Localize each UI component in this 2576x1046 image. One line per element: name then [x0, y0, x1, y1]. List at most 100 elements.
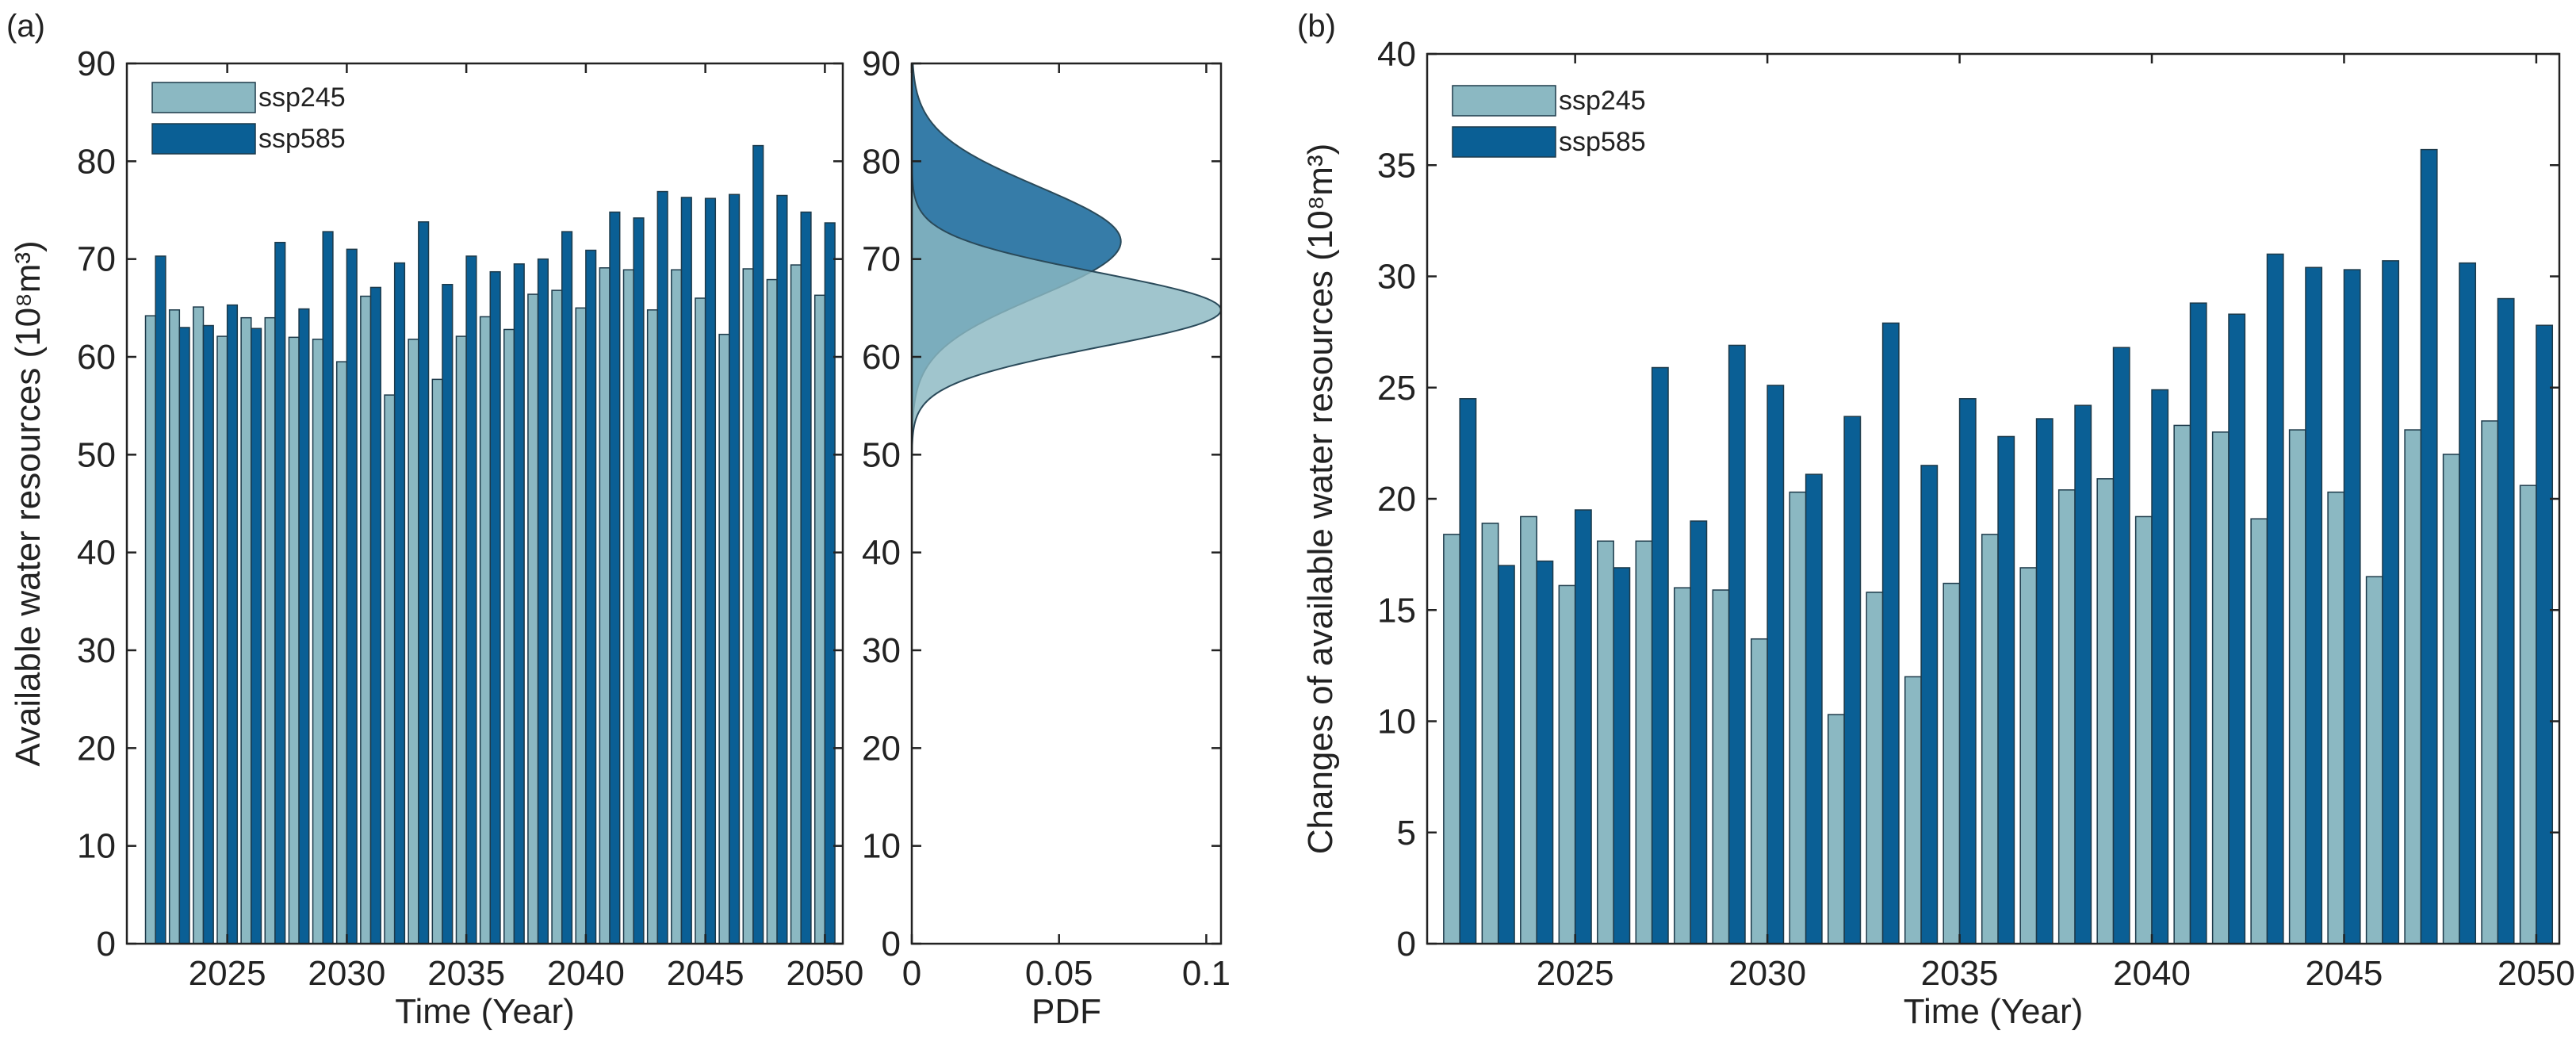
bar-ssp245-2042 [622, 269, 634, 944]
x-tick-label: 2045 [667, 954, 744, 993]
bar-ssp245-2048 [766, 278, 778, 944]
bar-ssp245-2045 [2327, 491, 2345, 944]
pdf-y-tick-label: 70 [862, 240, 901, 279]
bar-ssp585-2023 [178, 327, 190, 944]
bar-ssp585-2028 [1690, 520, 1708, 944]
bar-ssp245-2037 [2019, 567, 2038, 944]
bar-ssp585-2034 [442, 283, 454, 944]
bar-ssp245-2027 [264, 316, 276, 944]
bar-ssp585-2037 [513, 263, 525, 944]
bar-ssp585-2032 [1843, 416, 1862, 944]
bar-ssp245-2043 [646, 309, 659, 944]
bar-ssp585-2046 [729, 193, 741, 944]
y-tick-label: 0 [97, 925, 116, 964]
y-tick-label: 40 [77, 534, 116, 573]
legend-swatch-ssp245 [151, 82, 256, 113]
y-tick-label: 10 [1377, 703, 1416, 741]
bar-ssp245-2030 [335, 361, 348, 944]
bar-ssp245-2029 [312, 339, 323, 944]
bar-ssp245-2025 [216, 335, 228, 944]
bar-ssp585-2038 [2074, 404, 2092, 944]
bar-ssp245-2026 [1597, 540, 1614, 944]
bar-ssp585-2040 [585, 249, 597, 944]
legend-label-ssp245: ssp245 [1559, 86, 1646, 116]
bar-ssp585-2028 [298, 308, 310, 944]
bar-ssp585-2041 [609, 211, 621, 944]
pdf-x-axis-label: PDF [1032, 992, 1101, 1031]
bar-ssp585-2026 [1613, 567, 1631, 944]
y-tick-label: 30 [1377, 258, 1416, 297]
bar-ssp245-2023 [1481, 523, 1499, 944]
bar-ssp585-2030 [1766, 385, 1785, 944]
bar-ssp245-2049 [790, 264, 802, 944]
bar-ssp245-2038 [527, 293, 539, 944]
bar-ssp585-2024 [202, 324, 214, 944]
y-axis-label: Changes of available water resources (10… [1301, 144, 1340, 855]
pdf-y-tick-label: 50 [862, 435, 901, 474]
x-tick-label: 2030 [308, 954, 385, 993]
bar-ssp245-2050 [813, 294, 826, 944]
bar-ssp585-2049 [800, 211, 812, 944]
bar-ssp585-2024 [1536, 560, 1554, 944]
bar-ssp585-2036 [1997, 435, 2015, 944]
x-tick-label: 2025 [189, 954, 266, 993]
bar-ssp245-2022 [144, 315, 156, 944]
bar-ssp245-2031 [1789, 491, 1807, 944]
bar-ssp585-2025 [226, 304, 239, 944]
bar-ssp245-2039 [2096, 478, 2115, 944]
bar-ssp245-2022 [1443, 534, 1460, 944]
bar-ssp245-2048 [2442, 454, 2460, 944]
bar-ssp245-2047 [742, 268, 754, 944]
bar-ssp245-2038 [2057, 489, 2076, 944]
pdf-y-tick-label: 30 [862, 631, 901, 670]
bar-ssp585-2049 [2497, 297, 2515, 944]
bar-ssp585-2031 [369, 286, 381, 944]
bar-ssp245-2044 [2288, 429, 2306, 944]
bar-ssp245-2027 [1635, 540, 1653, 944]
bar-ssp585-2033 [1881, 322, 1900, 944]
bar-ssp245-2050 [2519, 485, 2537, 944]
bar-ssp245-2033 [408, 339, 419, 944]
bar-ssp245-2043 [2250, 518, 2268, 944]
plot-frame [125, 62, 844, 945]
y-tick-label: 60 [77, 338, 116, 377]
y-tick-label: 30 [77, 631, 116, 670]
bar-ssp585-2029 [1728, 344, 1746, 944]
bar-ssp245-2044 [671, 269, 683, 944]
y-tick-label: 20 [1377, 480, 1416, 519]
pdf-x-tick-label: 0.1 [1182, 954, 1231, 993]
bar-ssp245-2041 [2173, 424, 2191, 944]
bar-ssp585-2036 [489, 270, 501, 944]
bar-ssp245-2031 [360, 295, 372, 944]
y-tick-label: 70 [77, 240, 116, 279]
bar-ssp245-2040 [2134, 515, 2153, 944]
bar-ssp585-2050 [824, 222, 836, 944]
bar-ssp585-2039 [2112, 347, 2130, 944]
bar-ssp585-2046 [2382, 260, 2400, 944]
bar-ssp245-2035 [1943, 582, 1961, 944]
bar-ssp245-2041 [599, 267, 611, 944]
x-tick-label: 2035 [1921, 954, 1999, 993]
bar-ssp585-2029 [322, 231, 334, 944]
bar-ssp585-2035 [1958, 398, 1977, 944]
bar-ssp245-2033 [1866, 592, 1884, 944]
legend-swatch-ssp585 [151, 123, 256, 155]
bar-ssp245-2024 [1520, 515, 1537, 944]
panel-a-pdf-chart: 0 10 20 30 40 50 60 70 80 90 0 0.05 0.1 PDF [862, 44, 1231, 1031]
x-tick-label: 2040 [2113, 954, 2191, 993]
bar-ssp585-2048 [2459, 262, 2477, 944]
bar-ssp585-2031 [1805, 473, 1823, 944]
bar-ssp245-2036 [1981, 534, 1999, 944]
x-tick-label: 2050 [786, 954, 863, 993]
bar-ssp585-2030 [346, 248, 358, 944]
y-tick-label: 15 [1377, 591, 1416, 630]
bar-ssp585-2041 [2189, 302, 2207, 944]
legend-label-ssp245: ssp245 [258, 82, 346, 113]
x-tick-label: 2040 [547, 954, 625, 993]
pdf-y-tick-label: 90 [862, 44, 901, 83]
bar-ssp585-2027 [1651, 366, 1669, 944]
y-tick-label: 90 [77, 44, 116, 83]
bar-ssp245-2040 [575, 307, 587, 944]
panel-label: (a) [6, 9, 45, 44]
